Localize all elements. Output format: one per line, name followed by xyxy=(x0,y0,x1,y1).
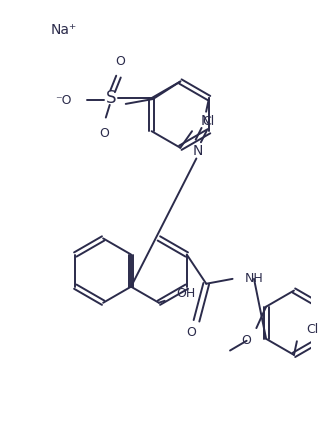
Text: Na⁺: Na⁺ xyxy=(51,23,77,37)
Text: N: N xyxy=(193,144,204,158)
Text: S: S xyxy=(106,89,116,107)
Text: O: O xyxy=(99,127,109,140)
Text: O: O xyxy=(187,326,197,339)
Text: NH: NH xyxy=(244,272,263,286)
Text: ⁻O: ⁻O xyxy=(55,93,72,107)
Text: Cl: Cl xyxy=(307,323,319,336)
Text: O: O xyxy=(115,54,125,67)
Text: OH: OH xyxy=(176,286,196,299)
Text: Cl: Cl xyxy=(202,115,214,128)
Text: N: N xyxy=(201,114,211,128)
Text: O: O xyxy=(242,334,252,347)
